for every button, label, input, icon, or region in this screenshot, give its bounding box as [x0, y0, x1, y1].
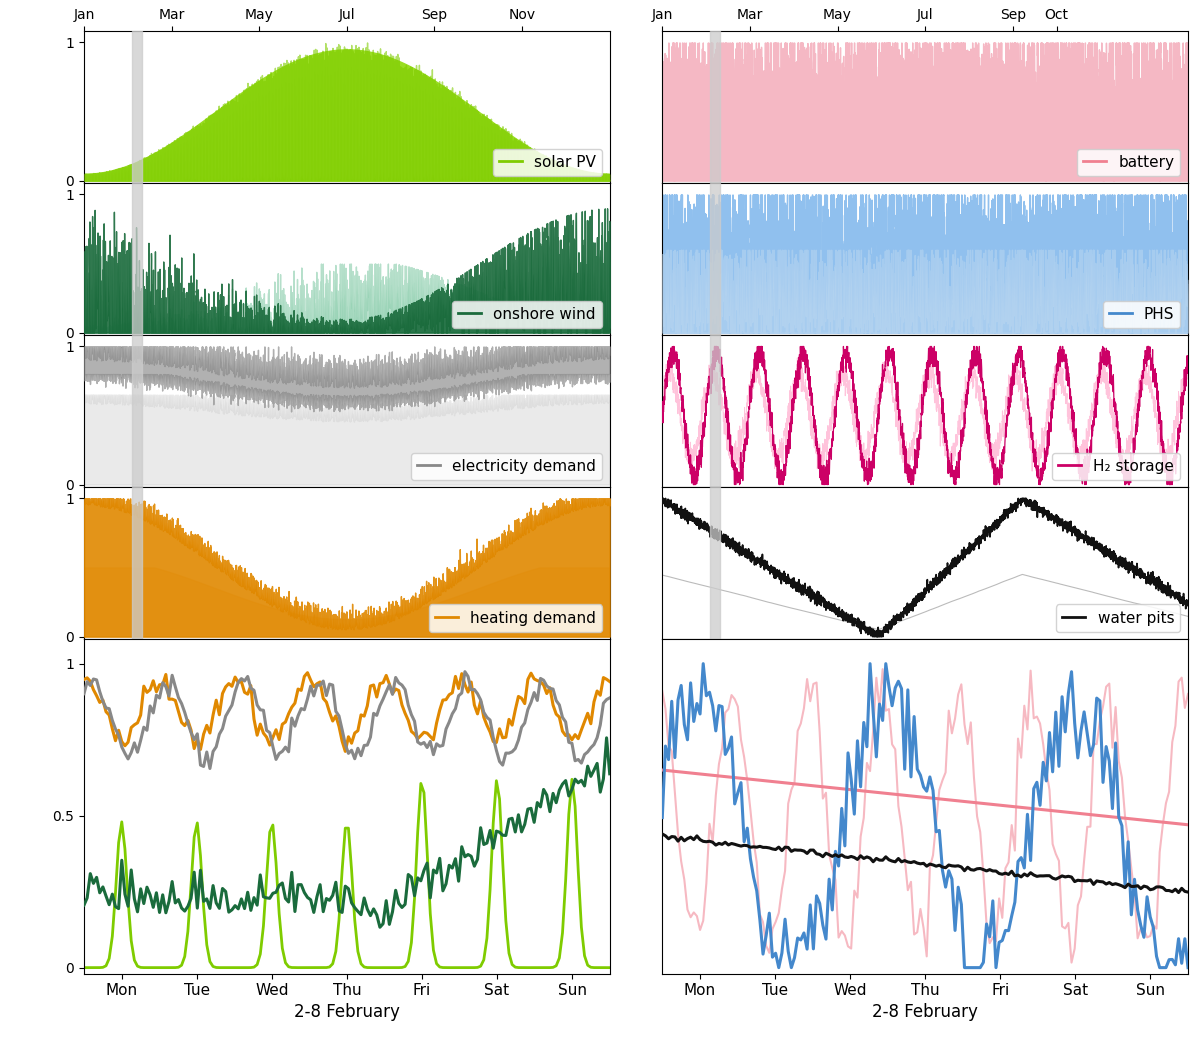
Bar	[710, 183, 720, 335]
Legend: onshore wind: onshore wind	[452, 300, 602, 328]
Bar	[710, 31, 720, 183]
Legend: electricity demand: electricity demand	[410, 452, 602, 480]
X-axis label: 2-8 February: 2-8 February	[294, 1003, 400, 1021]
Bar	[132, 183, 142, 335]
Legend: H₂ storage: H₂ storage	[1052, 452, 1181, 480]
Bar	[132, 487, 142, 640]
Legend: solar PV: solar PV	[493, 149, 602, 176]
Legend: battery: battery	[1078, 149, 1181, 176]
Bar	[710, 335, 720, 487]
Bar	[132, 31, 142, 183]
Legend: PHS: PHS	[1103, 300, 1181, 328]
Bar	[710, 487, 720, 640]
Bar	[132, 335, 142, 487]
Legend: heating demand: heating demand	[428, 604, 602, 631]
Legend: water pits: water pits	[1056, 604, 1181, 631]
X-axis label: 2-8 February: 2-8 February	[872, 1003, 978, 1021]
